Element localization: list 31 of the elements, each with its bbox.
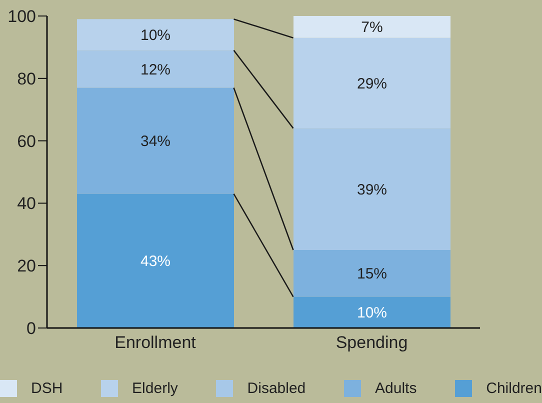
data-label: 15% xyxy=(356,266,388,283)
bar xyxy=(294,38,450,128)
data-label: 10% xyxy=(140,27,171,44)
bar xyxy=(77,88,234,194)
bar xyxy=(294,296,450,328)
bar xyxy=(294,250,450,297)
legend-label: Disabled xyxy=(247,380,306,397)
bar xyxy=(77,19,234,50)
data-label: 7% xyxy=(361,19,383,36)
y-tick-label: 100 xyxy=(8,7,36,26)
legend-label: Children xyxy=(486,380,542,397)
y-tick-label: 60 xyxy=(17,132,36,151)
y-tick-label: 40 xyxy=(17,194,36,214)
legend-label: Adults xyxy=(375,380,417,397)
y-tick-label: 0 xyxy=(26,319,36,338)
data-label: 29% xyxy=(356,75,388,92)
data-label: 10% xyxy=(356,304,388,322)
data-label: 43% xyxy=(140,253,171,270)
legend-label: Elderly xyxy=(132,380,178,397)
x-tick-label: Enrollment xyxy=(114,333,196,352)
x-tick-label: Spending xyxy=(336,333,408,352)
bar xyxy=(77,194,234,328)
legend-label: DSH xyxy=(31,380,63,397)
bar xyxy=(77,50,234,88)
bar xyxy=(294,16,450,38)
data-label: 12% xyxy=(140,61,171,78)
y-tick-label: 80 xyxy=(17,69,36,88)
y-tick-label: 20 xyxy=(17,256,36,276)
bar xyxy=(294,128,450,250)
data-label: 34% xyxy=(140,133,171,150)
data-label: 39% xyxy=(356,181,388,198)
